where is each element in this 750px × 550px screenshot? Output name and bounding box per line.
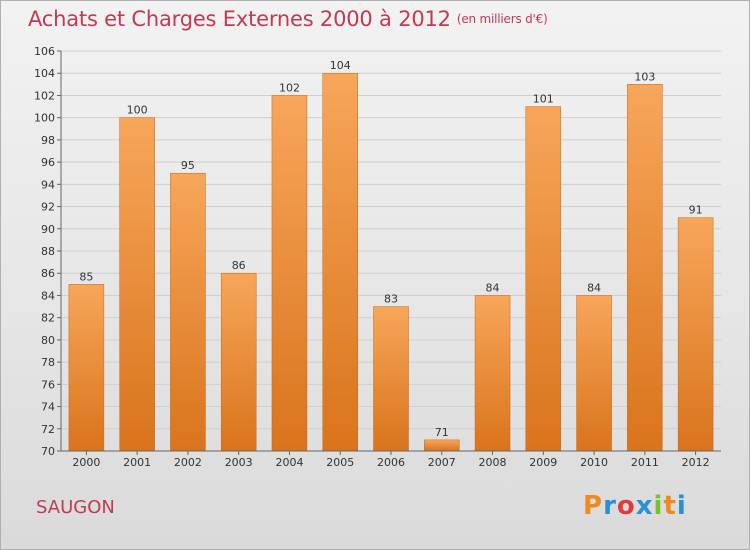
x-tick-label: 2008 (479, 456, 507, 469)
bar-value-label: 83 (384, 293, 398, 306)
bar-value-label: 95 (181, 159, 195, 172)
bar-layer: 85 100 95 86 102 104 83 71 84 101 84 103 91 (68, 59, 714, 452)
bar (627, 84, 663, 452)
y-tick-label: 78 (41, 356, 55, 369)
bar-value-label: 104 (330, 59, 351, 72)
bar (271, 95, 308, 452)
logo-letter: x (635, 491, 654, 521)
y-tick-label: 76 (41, 378, 55, 391)
bar (576, 295, 612, 452)
y-tick-label: 90 (41, 223, 55, 236)
x-tick-label: 2000 (72, 456, 100, 469)
y-tick-label: 84 (41, 289, 55, 302)
x-tick-label: 2011 (631, 456, 659, 469)
logo-letter: t (663, 491, 677, 521)
x-tick-label: 2006 (377, 456, 405, 469)
x-tick-label: 2004 (275, 456, 303, 469)
x-tick-label: 2002 (174, 456, 202, 469)
y-tick-label: 94 (41, 178, 55, 191)
chart-unit: (en milliers d'€) (456, 12, 548, 26)
y-tick-label: 106 (34, 45, 55, 58)
y-tick-label: 100 (34, 112, 55, 125)
location-label: SAUGON (36, 497, 115, 518)
y-tick-label: 96 (41, 156, 55, 169)
bar-value-label: 102 (279, 81, 300, 94)
bar (677, 217, 714, 452)
y-tick-label: 86 (41, 267, 55, 280)
y-tick-label: 102 (34, 89, 55, 102)
y-tick-label: 80 (41, 334, 55, 347)
x-tick-label: 2001 (123, 456, 151, 469)
bar-value-label: 85 (79, 270, 93, 283)
bar (525, 106, 562, 452)
bar (424, 439, 460, 452)
bar (220, 272, 257, 452)
x-tick-label: 2010 (580, 456, 608, 469)
y-tick-label: 92 (41, 201, 55, 214)
bar-value-label: 84 (486, 281, 500, 294)
x-tick-label: 2005 (326, 456, 354, 469)
bar (119, 117, 155, 452)
chart-title-text: Achats et Charges Externes 2000 à 2012 (28, 7, 451, 31)
logo-letter: i (653, 491, 664, 521)
bar-value-label: 100 (127, 104, 148, 117)
bar (322, 72, 358, 452)
bar-value-label: 103 (634, 70, 655, 83)
logo-letter: P (583, 491, 604, 521)
bar-value-label: 101 (533, 93, 554, 106)
x-tick-label: 2003 (225, 456, 253, 469)
bar (474, 295, 511, 452)
logo-letter: r (603, 491, 617, 521)
bar (373, 306, 409, 452)
axis-layer: 70 72 74 76 78 80 82 84 86 88 90 92 94 96 98 100 102 104 1… (34, 45, 721, 469)
logo-letter: o (616, 491, 636, 521)
bar (170, 172, 206, 452)
y-tick-label: 98 (41, 134, 55, 147)
bar-value-label: 91 (689, 204, 703, 217)
bar (68, 284, 105, 452)
bar-value-label: 86 (232, 259, 246, 272)
bar-value-label: 71 (435, 426, 449, 439)
x-tick-label: 2012 (682, 456, 710, 469)
x-tick-label: 2009 (529, 456, 557, 469)
x-tick-label: 2007 (428, 456, 456, 469)
y-tick-label: 70 (41, 445, 55, 458)
chart-title: Achats et Charges Externes 2000 à 2012 (e… (28, 7, 548, 31)
bar-value-label: 84 (587, 281, 601, 294)
y-tick-label: 82 (41, 312, 55, 325)
y-tick-label: 72 (41, 423, 55, 436)
y-tick-label: 104 (34, 67, 55, 80)
logo-letter: i (676, 491, 687, 521)
proxiti-logo: Proxiti (583, 491, 687, 521)
y-tick-label: 74 (41, 401, 55, 414)
y-tick-label: 88 (41, 245, 55, 258)
